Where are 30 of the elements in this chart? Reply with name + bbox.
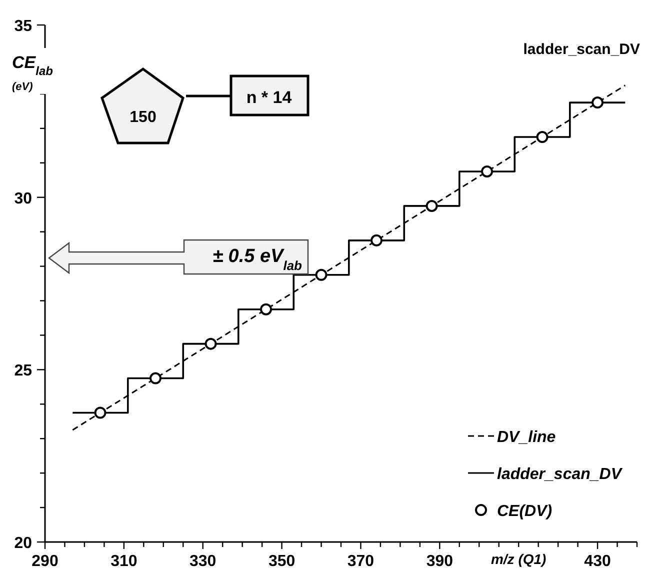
y-axis-title: CE$_{lab}$ (eV) bbox=[12, 53, 53, 93]
legend-label: DV_line bbox=[497, 429, 556, 446]
x-tick-label: 390 bbox=[426, 553, 454, 570]
point bbox=[260, 303, 272, 316]
legend-label: CE(DV) bbox=[497, 503, 552, 520]
legend-label: ladder_scan_DV bbox=[497, 466, 623, 483]
annotation: n * 14 bbox=[246, 88, 292, 107]
annotation: 150 bbox=[130, 109, 156, 126]
x-tick-label: 310 bbox=[110, 553, 138, 570]
y-tick-label: 30 bbox=[14, 190, 32, 208]
point bbox=[426, 200, 438, 212]
point bbox=[481, 165, 494, 178]
point bbox=[592, 96, 604, 109]
x-tick-label: 370 bbox=[347, 553, 374, 570]
point bbox=[150, 372, 162, 384]
y-tick-label: 20 bbox=[14, 535, 32, 552]
text: ladder_scan_DV bbox=[523, 41, 640, 58]
x-tick-label: 430 bbox=[584, 553, 611, 570]
x-tick-label: 330 bbox=[190, 553, 216, 570]
y-tick-label: 35 bbox=[14, 18, 32, 35]
point bbox=[315, 268, 328, 281]
x-axis-title: m/z (Q1) bbox=[490, 551, 547, 567]
annotation: ± 0.5 eV$_{lab}$ bbox=[212, 246, 302, 272]
point bbox=[370, 234, 383, 246]
x-tick-label: 290 bbox=[32, 553, 58, 570]
point bbox=[204, 338, 217, 350]
point bbox=[536, 131, 548, 144]
y-tick-label: 25 bbox=[14, 362, 32, 380]
point bbox=[94, 406, 106, 419]
x-tick-label: 350 bbox=[268, 553, 296, 570]
